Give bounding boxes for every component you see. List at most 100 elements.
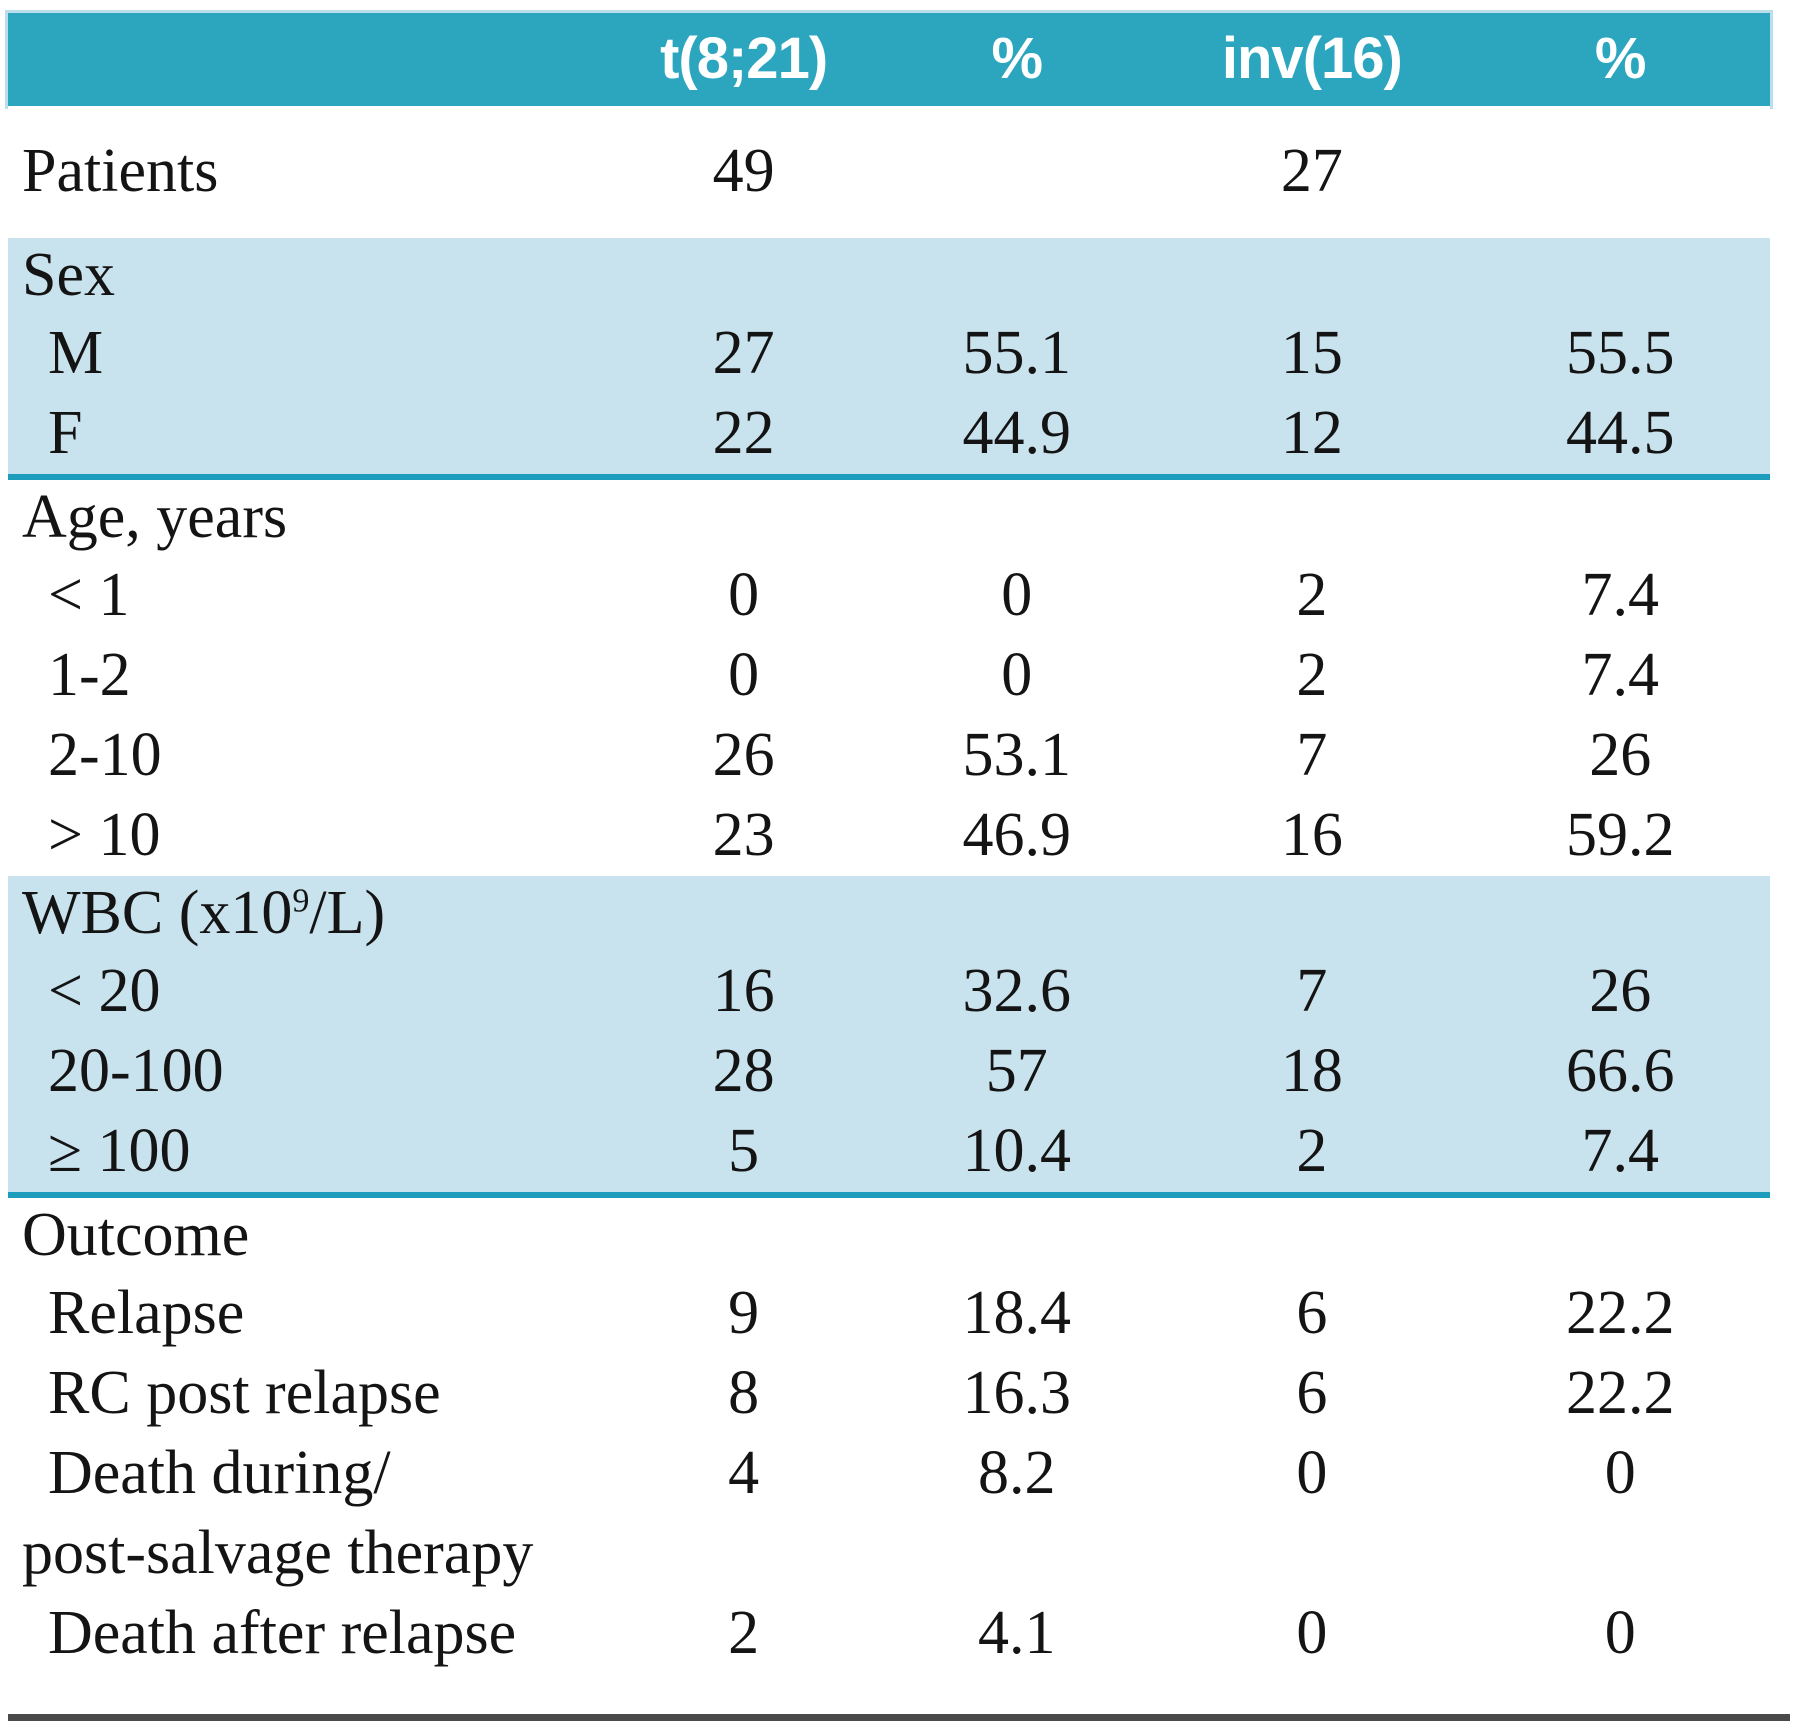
cell-value: 7	[1296, 957, 1328, 1026]
cell-value: 0	[1604, 1599, 1636, 1668]
superscript-exponent: 9	[292, 882, 310, 920]
section-header-row: WBC (x109/L)	[8, 876, 1770, 952]
bottom-rule	[8, 1714, 1790, 1721]
table-header-row: t(8;21) % inv(16) %	[8, 13, 1770, 106]
row-label: Death during/	[48, 1439, 391, 1508]
cell-value: 53.1	[962, 721, 1071, 790]
cell-value: 26	[712, 721, 775, 790]
cell-value: 0	[728, 641, 760, 710]
row-label: < 20	[48, 957, 161, 1026]
cell-value: 59.2	[1565, 801, 1675, 870]
cell-value: 55.5	[1565, 319, 1675, 388]
section-band: WBC (x109/L) < 20 16 32.6 7 26 20-100 28 57 18 66.…	[8, 876, 1770, 1198]
cell-value: 22.2	[1565, 1359, 1675, 1428]
table-row: ≥ 100 5 10.4 2 7.4	[8, 1112, 1770, 1192]
cell-value: 27	[1280, 137, 1343, 206]
cell-value: 32.6	[962, 957, 1071, 1026]
table-row: M 27 55.1 15 55.5	[8, 314, 1770, 394]
table-row: 20-100 28 57 18 66.6	[8, 1032, 1770, 1112]
section-band: Age, years < 1 0 0 2 7.4 1-2 0 0 2 7.4 2-10 26 53.1 7 2…	[8, 480, 1770, 876]
section-band: Patients 49 27	[8, 106, 1770, 238]
cell-value: 57	[985, 1037, 1048, 1106]
row-label: RC post relapse	[48, 1359, 441, 1428]
section-band: Outcome Relapse 9 18.4 6 22.2 RC post relapse 8…	[8, 1198, 1770, 1714]
cell-value: 18.4	[962, 1279, 1071, 1348]
cell-value: 66.6	[1565, 1037, 1675, 1106]
row-label: < 1	[48, 561, 130, 630]
row-label: 20-100	[48, 1037, 224, 1106]
cell-value: 0	[1604, 1439, 1636, 1508]
cell-value: 6	[1296, 1279, 1328, 1348]
cell-value: 8	[728, 1359, 760, 1428]
row-label: Sex	[22, 241, 115, 310]
cell-value: 28	[712, 1037, 775, 1106]
cell-value: 7.4	[1581, 641, 1659, 710]
cell-value: 16.3	[962, 1359, 1071, 1428]
cell-value: 22.2	[1565, 1279, 1675, 1348]
row-label: Relapse	[48, 1279, 245, 1348]
row-label: Outcome	[22, 1201, 250, 1270]
cell-value: 16	[712, 957, 775, 1026]
table-row: Death during/4 8.2 0 0	[8, 1434, 1770, 1514]
table-row: F 22 44.9 12 44.5	[8, 394, 1770, 474]
cell-value: 44.5	[1565, 399, 1675, 468]
table-body: Patients 49 27 Sex M 27 55.1 15 55.5 F 22 44.9 12 44.…	[8, 106, 1770, 1714]
cell-value: 0	[1001, 641, 1033, 710]
cell-value: 46.9	[962, 801, 1071, 870]
table-row: > 10 23 46.9 16 59.2	[8, 796, 1770, 876]
cell-value: 55.1	[962, 319, 1071, 388]
row-label: M	[48, 319, 104, 388]
cell-value: 2	[1296, 641, 1328, 710]
table-row: 2-10 26 53.1 7 26	[8, 716, 1770, 796]
cell-value: 49	[712, 137, 775, 206]
cell-value: 0	[1296, 1599, 1328, 1668]
section-header-row: Outcome	[8, 1198, 1770, 1274]
cell-value: 5	[728, 1117, 760, 1186]
section-header-row: Sex	[8, 238, 1770, 314]
cell-value: 7.4	[1581, 561, 1659, 630]
column-header-percent-1: %	[991, 26, 1043, 92]
row-label: > 10	[48, 801, 161, 870]
column-header-inv16: inv(16)	[1221, 26, 1403, 92]
row-label: Age, years	[22, 483, 288, 552]
table-row: Death after relapse 2 4.1 0 0	[8, 1594, 1770, 1674]
row-label: Patients	[22, 137, 219, 206]
cell-value: 0	[1001, 561, 1033, 630]
cell-value: 8.2	[977, 1439, 1056, 1508]
cell-value: 7	[1296, 721, 1328, 790]
cell-value: 18	[1280, 1037, 1343, 1106]
cell-value: 16	[1280, 801, 1343, 870]
cell-value: 10.4	[962, 1117, 1071, 1186]
row-label: post-salvage therapy	[22, 1519, 534, 1588]
cell-value: 4.1	[977, 1599, 1056, 1668]
table-row: Relapse 9 18.4 6 22.2	[8, 1274, 1770, 1354]
column-header-t8-21: t(8;21)	[660, 26, 828, 92]
cell-value: 2	[1296, 561, 1328, 630]
row-label: ≥ 100	[48, 1117, 191, 1186]
cell-value: 26	[1589, 957, 1652, 1026]
cell-value: 26	[1589, 721, 1652, 790]
cell-value: 0	[1296, 1439, 1328, 1508]
row-label: F	[48, 399, 83, 468]
cell-value: 12	[1280, 399, 1343, 468]
cell-value: 15	[1280, 319, 1343, 388]
characteristics-table: t(8;21) % inv(16) % Patients 49 27 Sex M 27 55…	[8, 13, 1790, 1721]
cell-value: 2	[1296, 1117, 1328, 1186]
table-row: Patients 49 27	[8, 106, 1770, 238]
cell-value: 9	[728, 1279, 760, 1348]
row-label: 2-10	[48, 721, 162, 790]
table-row: < 1 0 0 2 7.4	[8, 556, 1770, 636]
cell-value: 23	[712, 801, 775, 870]
table-row: post-salvage therapy	[8, 1514, 1770, 1594]
cell-value: 7.4	[1581, 1117, 1659, 1186]
cell-value: 27	[712, 319, 775, 388]
section-header-row: Age, years	[8, 480, 1770, 556]
section-band: Sex M 27 55.1 15 55.5 F 22 44.9 12 44.5	[8, 238, 1770, 480]
cell-value: 2	[728, 1599, 760, 1668]
table-row: < 20 16 32.6 7 26	[8, 952, 1770, 1032]
cell-value: 44.9	[962, 399, 1071, 468]
table-row: 1-2 0 0 2 7.4	[8, 636, 1770, 716]
table-row: RC post relapse 8 16.3 6 22.2	[8, 1354, 1770, 1434]
cell-value: 6	[1296, 1359, 1328, 1428]
row-label: WBC (x109/L)	[22, 879, 386, 948]
